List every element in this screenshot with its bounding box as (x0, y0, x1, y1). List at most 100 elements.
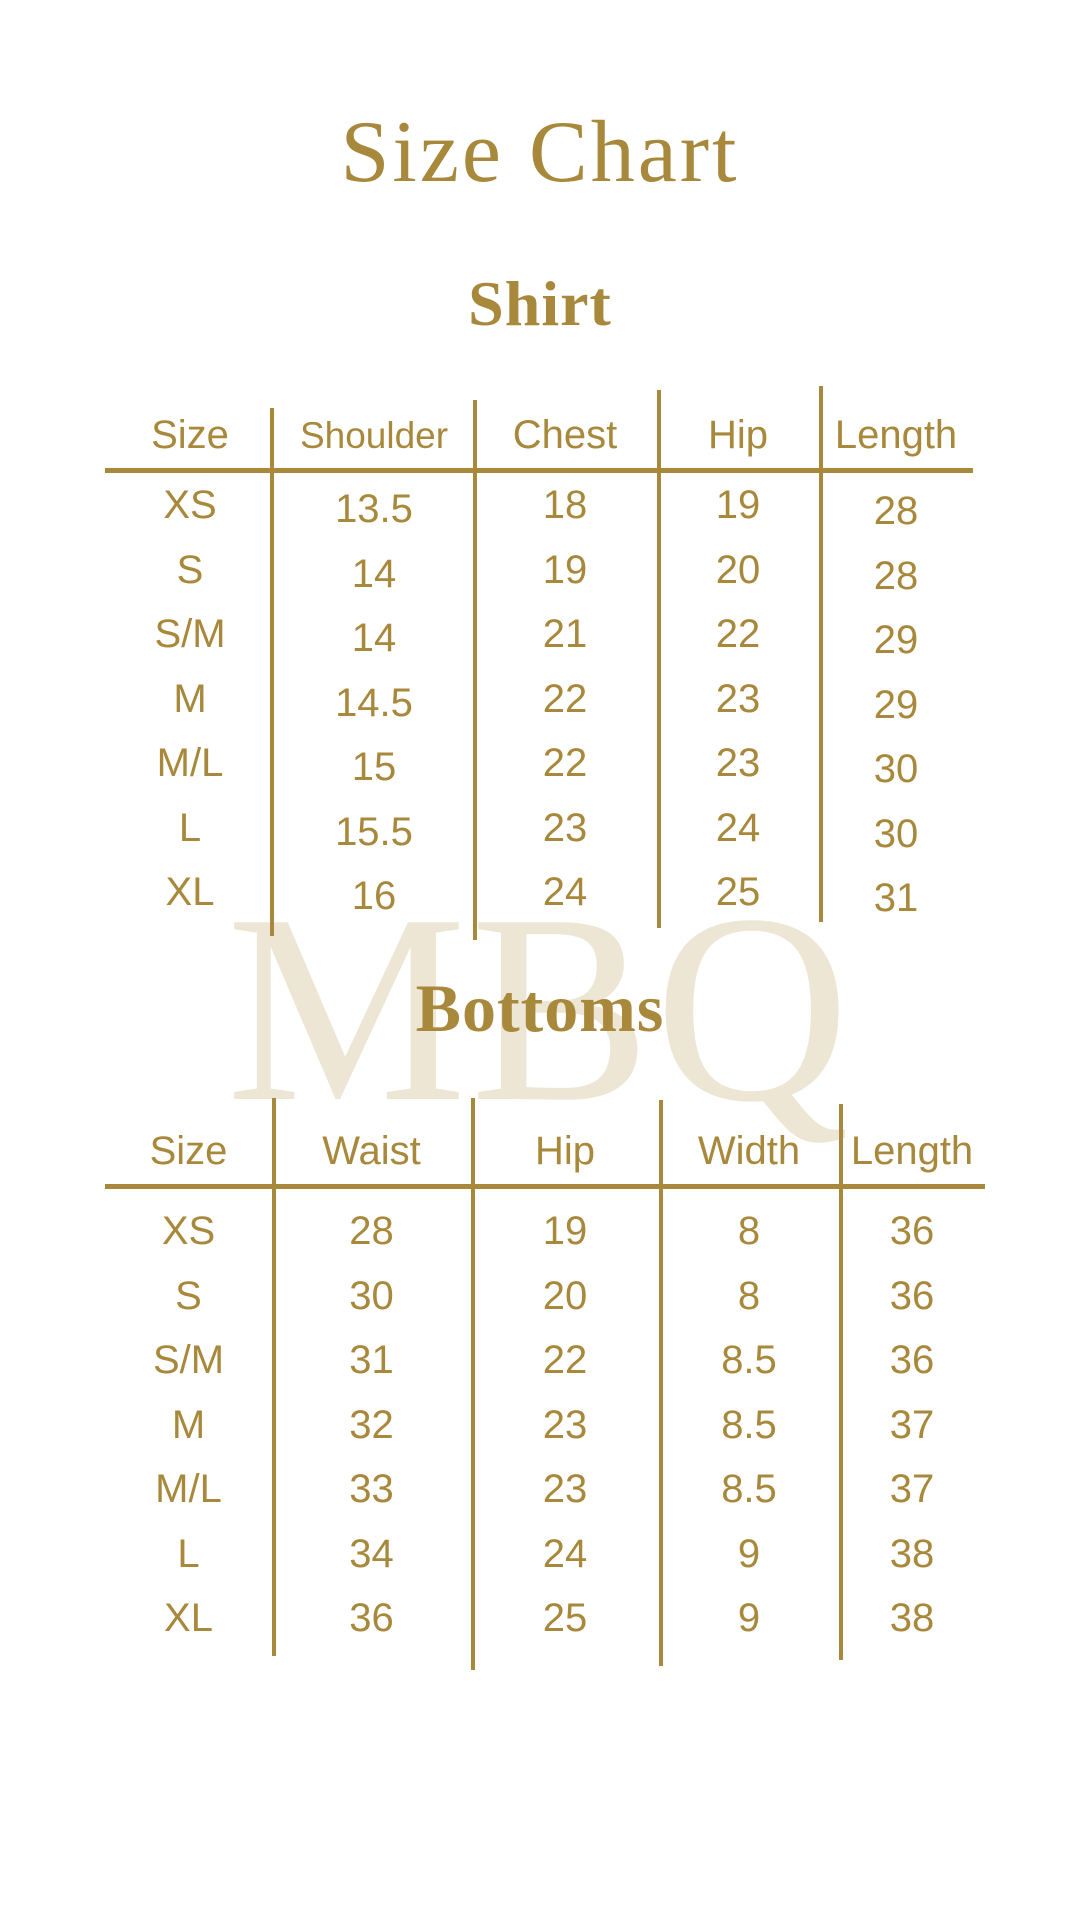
table-cell: 24 (542, 1531, 588, 1576)
table-cell: 22 (715, 612, 761, 657)
table-cell: 19 (715, 483, 761, 528)
table-cell: 30 (349, 1273, 394, 1318)
column-separator (657, 390, 661, 928)
column-separator (659, 1100, 663, 1666)
table-cell: 23 (715, 676, 761, 721)
table-cell: 30 (873, 747, 919, 792)
size-cell: M/L (155, 1467, 222, 1512)
table-cell: 25 (542, 1596, 588, 1641)
bottoms-header-row: Size Waist Hip Width Length (105, 1118, 985, 1184)
table-header-cell: Length (850, 1129, 974, 1173)
table-cell: 20 (715, 547, 761, 592)
bottoms-table-body: XS 28 19 8 36 S 30 20 8 36 S/M 31 22 8.5… (105, 1199, 985, 1651)
table-cell: 37 (889, 1402, 935, 1447)
table-cell: 36 (349, 1596, 394, 1641)
table-cell: 8.5 (721, 1467, 777, 1512)
header-underline (105, 468, 973, 473)
size-cell: XS (163, 483, 217, 528)
table-cell: 38 (889, 1596, 935, 1641)
table-cell: 23 (542, 1467, 588, 1512)
table-cell: 30 (873, 811, 919, 856)
column-separator (819, 386, 823, 922)
table-cell: 23 (715, 741, 761, 786)
shirt-table: Size Shoulder Chest Hip Length XS 13.5 1… (105, 386, 973, 940)
table-cell: 37 (889, 1467, 935, 1512)
shirt-section-title: Shirt (468, 268, 612, 339)
bottoms-section-title: Bottoms (415, 970, 665, 1046)
table-cell: 24 (715, 805, 761, 850)
header-underline (105, 1184, 985, 1189)
table-cell: 28 (873, 489, 919, 534)
size-cell: L (177, 1531, 200, 1576)
size-cell: XL (165, 870, 215, 915)
size-cell: S (176, 547, 204, 592)
table-cell: 34 (349, 1531, 394, 1576)
table-cell: 13.5 (335, 487, 413, 532)
table-cell: 23 (542, 1402, 588, 1447)
table-cell: 9 (737, 1596, 761, 1641)
column-separator (272, 1098, 276, 1656)
table-cell: 20 (542, 1273, 588, 1318)
table-cell: 14 (351, 551, 397, 596)
column-separator (839, 1104, 843, 1660)
size-cell: XS (161, 1209, 216, 1254)
table-cell: 9 (737, 1531, 761, 1576)
table-header-cell: Size (149, 1129, 228, 1173)
table-cell: 31 (873, 876, 919, 921)
table-cell: 31 (349, 1338, 394, 1383)
table-header-cell: Hip (534, 1129, 596, 1173)
page-title: Size Chart (340, 104, 740, 201)
column-separator (270, 408, 274, 936)
size-cell: L (178, 805, 202, 850)
table-header-cell: Chest (512, 413, 618, 457)
column-separator (473, 400, 477, 940)
shirt-header-row: Size Shoulder Chest Hip Length (105, 402, 973, 468)
size-cell: M (173, 676, 207, 721)
mbq-watermark: MBQ (226, 859, 854, 1158)
table-cell: 22 (542, 741, 588, 786)
table-cell: 28 (873, 553, 919, 598)
table-cell: 8 (737, 1273, 761, 1318)
size-cell: S (175, 1273, 202, 1318)
table-cell: 32 (349, 1402, 394, 1447)
table-cell: 22 (542, 1338, 588, 1383)
table-cell: 19 (542, 1209, 588, 1254)
size-cell: S/M (152, 1338, 225, 1383)
table-header-cell: Width (697, 1129, 801, 1173)
table-header-cell: Waist (322, 1129, 421, 1173)
bottoms-table: Size Waist Hip Width Length XS 28 19 8 3… (105, 1098, 985, 1670)
table-cell: 29 (873, 618, 919, 663)
table-cell: 21 (542, 612, 588, 657)
table-cell: 28 (349, 1209, 394, 1254)
table-cell: 18 (542, 483, 588, 528)
table-cell: 25 (715, 870, 761, 915)
table-cell: 36 (889, 1273, 935, 1318)
table-cell: 16 (351, 874, 397, 919)
shirt-table-body: XS 13.5 18 19 28 S 14 19 20 28 S/M 14 21… (105, 473, 973, 925)
size-cell: S/M (154, 612, 226, 657)
table-cell: 14.5 (335, 680, 413, 725)
table-cell: 8 (737, 1209, 761, 1254)
table-header-cell: Shoulder (299, 414, 449, 456)
table-cell: 36 (889, 1209, 935, 1254)
table-cell: 14 (351, 616, 397, 661)
table-header-cell: Length (834, 413, 958, 457)
table-cell: 24 (542, 870, 588, 915)
table-cell: 15.5 (335, 809, 413, 854)
table-cell: 15 (351, 745, 397, 790)
table-cell: 33 (349, 1467, 394, 1512)
table-cell: 19 (542, 547, 588, 592)
table-cell: 8.5 (721, 1402, 777, 1447)
table-cell: 36 (889, 1338, 935, 1383)
size-cell: M (171, 1402, 206, 1447)
table-cell: 8.5 (721, 1338, 777, 1383)
table-header-cell: Size (151, 413, 229, 457)
column-separator (471, 1098, 475, 1670)
table-header-cell: Hip (707, 413, 769, 457)
table-cell: 22 (542, 676, 588, 721)
table-cell: 38 (889, 1531, 935, 1576)
size-cell: M/L (156, 741, 224, 786)
table-cell: 23 (542, 805, 588, 850)
table-cell: 29 (873, 682, 919, 727)
